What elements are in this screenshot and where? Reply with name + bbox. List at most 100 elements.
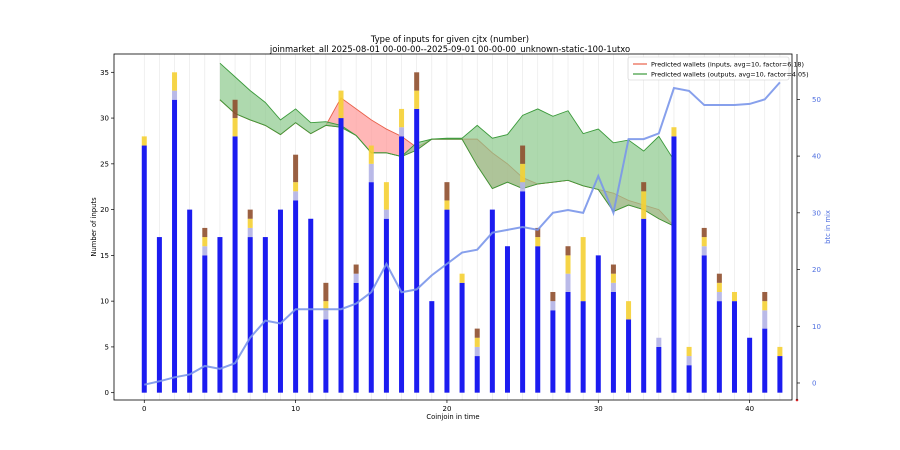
bar-segment-yellow xyxy=(535,237,541,247)
legend-box xyxy=(627,56,790,81)
bar-segment-yellow xyxy=(247,218,253,228)
legend-label-outputs: Predicted wallets (outputs, avg=10, fact… xyxy=(651,71,809,79)
bar-segment-main xyxy=(414,108,420,393)
y-tick-label: 35 xyxy=(100,69,109,77)
y-right-tick-label: 50 xyxy=(812,96,821,104)
y-right-tick-label: 20 xyxy=(812,266,821,274)
bar-segment-main xyxy=(716,301,722,393)
y-tick-label: 10 xyxy=(100,298,109,306)
bar-segment-main xyxy=(777,356,783,393)
bar-segment-main xyxy=(641,218,647,393)
bar-segment-brown xyxy=(323,282,329,302)
bar-segment-yellow xyxy=(399,108,405,128)
bar-segment-brown xyxy=(550,291,556,302)
bar-segment-lavender xyxy=(716,291,722,302)
bar-segment-lavender xyxy=(399,127,405,137)
bar-segment-brown xyxy=(762,291,768,302)
bar-segment-main xyxy=(762,328,768,393)
bar-segment-lavender xyxy=(293,191,299,201)
bar-segment-brown xyxy=(293,154,299,183)
x-axis-label: Coinjoin in time xyxy=(426,413,479,421)
legend: Predicted wallets (inputs, avg=10, facto… xyxy=(627,56,809,81)
y-right-tick-label: 30 xyxy=(812,209,821,217)
bar-segment-main xyxy=(172,99,178,393)
bar-segment-main xyxy=(141,145,147,393)
bar-segment-main xyxy=(459,282,465,393)
x-tick-label: 20 xyxy=(442,405,451,413)
bar-segment-brown xyxy=(202,227,208,238)
bar-segment-main xyxy=(701,255,707,393)
bar-segment-yellow xyxy=(520,163,526,183)
bar-segment-brown xyxy=(414,72,420,91)
btc-line-layer xyxy=(144,81,781,386)
outputs-prediction-upper-line xyxy=(219,62,675,161)
bar-segment-main xyxy=(217,237,223,393)
bar-segment-lavender xyxy=(565,273,571,292)
bar-segment-main xyxy=(293,200,299,393)
bar-segment-main xyxy=(747,337,753,393)
y-axis-label-right: btc in mix xyxy=(824,210,832,244)
bar-segment-main xyxy=(520,191,526,393)
axes: 0 10 20 30 40 0 5 10 15 20 25 30 35 0 10 20 30 40 50 xyxy=(100,54,821,413)
bar-segment-brown xyxy=(641,182,647,192)
bar-segment-brown xyxy=(474,328,480,338)
bar-segment-main xyxy=(262,237,268,393)
bar-segment-brown xyxy=(565,246,571,256)
legend-label-inputs: Predicted wallets (inputs, avg=10, facto… xyxy=(651,61,804,69)
chart-subtitle: joinmarket_all 2025-08-01 00-00-00--2025… xyxy=(269,44,630,54)
bar-segment-brown xyxy=(701,227,707,238)
bar-segment-main xyxy=(353,282,359,393)
bar-segment-main xyxy=(565,291,571,393)
prediction-areas xyxy=(219,62,675,227)
bar-segment-brown xyxy=(520,145,526,164)
bar-segment-yellow xyxy=(762,301,768,311)
bar-segment-lavender xyxy=(656,337,662,347)
bar-segment-lavender xyxy=(368,163,374,183)
bar-segment-main xyxy=(671,136,677,393)
y-right-tick-label: 10 xyxy=(812,323,821,331)
y-tick-label: 20 xyxy=(100,206,109,214)
bar-segment-yellow xyxy=(338,90,344,119)
bar-segment-main xyxy=(277,209,283,393)
bar-segment-main xyxy=(489,209,495,393)
bar-segment-main xyxy=(504,246,510,393)
bar-segment-yellow xyxy=(202,237,208,247)
bar-segment-yellow xyxy=(414,90,420,109)
bar-segment-main xyxy=(368,182,374,393)
bar-segment-main xyxy=(580,301,586,393)
y-tick-label: 15 xyxy=(100,252,109,260)
plot-frame xyxy=(113,53,793,401)
bar-segment-lavender xyxy=(202,246,208,256)
bar-segment-main xyxy=(232,136,238,393)
bar-segment-brown xyxy=(535,227,541,238)
bar-segment-main xyxy=(323,319,329,393)
bar-segment-main xyxy=(535,246,541,393)
bar-segment-yellow xyxy=(686,346,692,357)
bar-segment-main xyxy=(156,237,162,393)
bar-segment-main xyxy=(429,301,435,393)
y-tick-label: 0 xyxy=(105,389,109,397)
bar-segment-main xyxy=(731,301,737,393)
bar-segment-main xyxy=(338,118,344,393)
btc-in-mix-line xyxy=(144,81,781,386)
bar-segment-lavender xyxy=(474,346,480,357)
bar-segment-yellow xyxy=(232,118,238,137)
bar-segment-yellow xyxy=(383,182,389,210)
bar-segment-lavender xyxy=(353,273,359,283)
input-bars xyxy=(141,72,783,393)
chart-title: Type of inputs for given cjtx (number) xyxy=(370,34,529,44)
bar-segment-yellow xyxy=(671,127,677,137)
y-tick-label: 30 xyxy=(100,115,109,123)
bar-segment-brown xyxy=(232,99,238,119)
bar-segment-main xyxy=(656,346,662,393)
bar-segment-lavender xyxy=(701,246,707,256)
bar-segment-main xyxy=(383,218,389,393)
bar-segment-brown xyxy=(444,182,450,201)
bar-segment-main xyxy=(626,319,632,393)
bar-segment-yellow xyxy=(731,291,737,302)
bar-segment-lavender xyxy=(610,282,616,292)
x-tick-label: 40 xyxy=(745,405,754,413)
bar-segment-yellow xyxy=(626,301,632,320)
bar-segment-main xyxy=(474,356,480,393)
